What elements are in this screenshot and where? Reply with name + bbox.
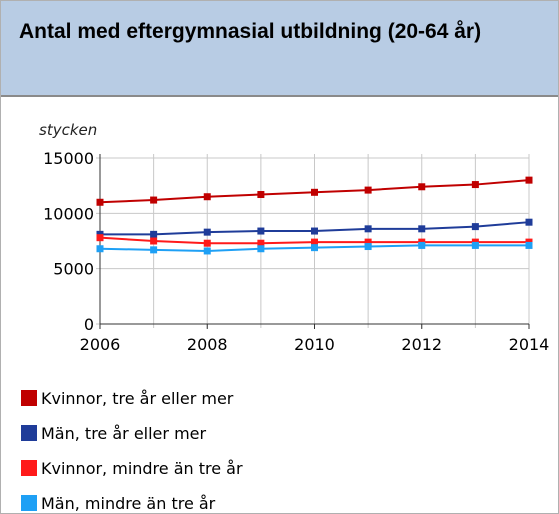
point bbox=[471, 223, 479, 231]
legend-label: Män, mindre än tre år bbox=[41, 494, 216, 513]
x-tick-label: 2014 bbox=[509, 335, 550, 354]
point bbox=[311, 227, 318, 235]
x-tick-label: 2010 bbox=[294, 335, 335, 354]
x-tick-label: 2012 bbox=[401, 335, 442, 354]
point bbox=[203, 239, 211, 247]
legend-swatch bbox=[21, 425, 37, 441]
point bbox=[150, 246, 158, 254]
point bbox=[257, 227, 265, 235]
point bbox=[150, 237, 158, 245]
point bbox=[418, 241, 426, 249]
point bbox=[257, 191, 265, 199]
point bbox=[311, 238, 318, 246]
legend-label: Kvinnor, mindre än tre år bbox=[41, 459, 243, 478]
point bbox=[364, 243, 372, 251]
y-tick-label: 10000 bbox=[43, 204, 94, 223]
point bbox=[257, 245, 265, 253]
point bbox=[418, 183, 426, 191]
point bbox=[150, 230, 158, 238]
point bbox=[203, 247, 211, 255]
y-axis-label: stycken bbox=[39, 121, 97, 139]
point bbox=[96, 234, 104, 242]
point bbox=[311, 188, 318, 196]
point bbox=[257, 239, 265, 247]
point bbox=[418, 225, 426, 233]
y-tick-label: 5000 bbox=[53, 260, 94, 279]
point bbox=[471, 181, 479, 189]
point bbox=[150, 196, 158, 204]
y-tick-label: 15000 bbox=[43, 149, 94, 168]
point bbox=[96, 198, 104, 206]
point bbox=[525, 176, 533, 184]
legend-swatch bbox=[21, 460, 37, 476]
legend-label: Män, tre år eller mer bbox=[41, 424, 206, 443]
y-tick-label: 0 bbox=[84, 315, 94, 334]
legend-swatch bbox=[21, 390, 37, 406]
x-tick-label: 2006 bbox=[80, 335, 121, 354]
point bbox=[96, 245, 104, 253]
point bbox=[203, 228, 211, 236]
chart-title: Antal med eftergymnasial utbildning (20-… bbox=[19, 20, 482, 43]
point bbox=[364, 186, 372, 194]
chart: stycken 0 5000 10000 15000 2006 2008 2010 2012 2… bbox=[21, 121, 550, 513]
point bbox=[525, 241, 533, 249]
point bbox=[203, 193, 211, 201]
legend-swatch bbox=[21, 495, 37, 511]
point bbox=[525, 218, 533, 226]
point bbox=[311, 244, 318, 252]
x-tick-label: 2008 bbox=[187, 335, 228, 354]
legend-label: Kvinnor, tre år eller mer bbox=[41, 389, 234, 408]
point bbox=[471, 241, 479, 249]
point bbox=[364, 238, 372, 246]
header: Antal med eftergymnasial utbildning (20-… bbox=[1, 1, 558, 97]
point bbox=[364, 225, 372, 233]
